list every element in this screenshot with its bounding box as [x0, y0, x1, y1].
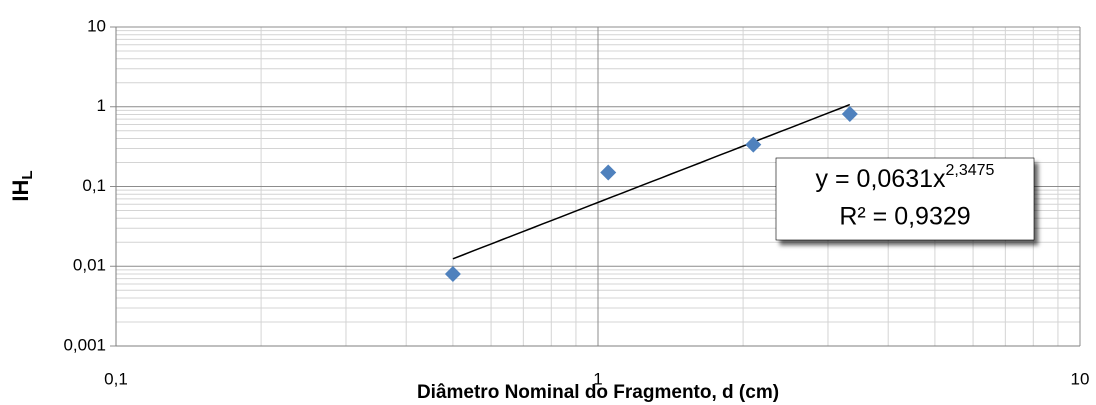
y-axis-label-sub: L	[19, 170, 36, 179]
r-squared: R² = 0,9329	[839, 203, 970, 231]
y-axis-label-main: IH	[8, 180, 33, 202]
equation-box	[775, 157, 1035, 241]
x-axis-label: Diâmetro Nominal do Fragmento, d (cm)	[417, 382, 779, 403]
y-axis-label: IHL	[8, 170, 36, 201]
x-tick-label: 0,1	[104, 369, 128, 388]
y-tick-label: 0,001	[63, 335, 106, 354]
equation-text: y = 0,0631x	[816, 165, 946, 193]
y-tick-label: 10	[87, 16, 106, 35]
equation: y = 0,0631x2,3475	[816, 162, 995, 192]
equation-exponent: 2,3475	[946, 162, 995, 179]
x-tick-label: 1	[593, 369, 602, 388]
data-point	[745, 136, 762, 153]
y-tick-label: 0,1	[82, 176, 106, 195]
y-tick-label: 1	[97, 96, 106, 115]
data-point	[444, 265, 461, 282]
trendline	[452, 103, 851, 260]
y-tick-label: 0,01	[73, 256, 106, 275]
data-point	[841, 106, 858, 123]
x-tick-label: 10	[1071, 369, 1090, 388]
data-point	[600, 164, 617, 181]
